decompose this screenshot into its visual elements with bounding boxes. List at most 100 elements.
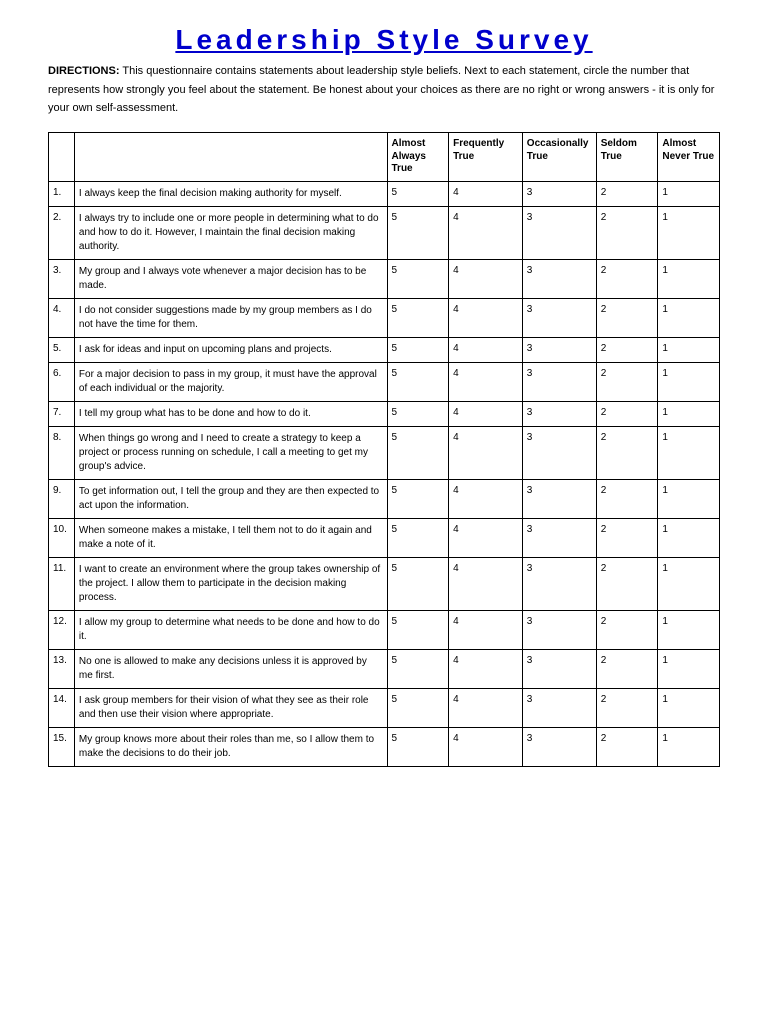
- scale-option[interactable]: 2: [596, 337, 658, 362]
- header-scale-3: Occasionally True: [522, 133, 596, 182]
- question-text: I do not consider suggestions made by my…: [74, 298, 387, 337]
- question-number: 13.: [49, 649, 75, 688]
- question-text: I want to create an environment where th…: [74, 557, 387, 610]
- scale-option[interactable]: 5: [387, 649, 449, 688]
- scale-option[interactable]: 2: [596, 401, 658, 426]
- scale-option[interactable]: 5: [387, 206, 449, 259]
- page-title: Leadership Style Survey: [48, 24, 720, 56]
- scale-option[interactable]: 1: [658, 557, 720, 610]
- scale-option[interactable]: 4: [449, 362, 523, 401]
- scale-option[interactable]: 5: [387, 181, 449, 206]
- scale-option[interactable]: 2: [596, 649, 658, 688]
- header-blank-stmt: [74, 133, 387, 182]
- table-row: 3.My group and I always vote whenever a …: [49, 259, 720, 298]
- page: Leadership Style Survey DIRECTIONS: This…: [0, 0, 768, 807]
- scale-option[interactable]: 2: [596, 727, 658, 766]
- scale-option[interactable]: 2: [596, 298, 658, 337]
- table-row: 5.I ask for ideas and input on upcoming …: [49, 337, 720, 362]
- scale-option[interactable]: 4: [449, 649, 523, 688]
- scale-option[interactable]: 4: [449, 426, 523, 479]
- scale-option[interactable]: 5: [387, 610, 449, 649]
- scale-option[interactable]: 3: [522, 181, 596, 206]
- scale-option[interactable]: 1: [658, 401, 720, 426]
- scale-option[interactable]: 2: [596, 557, 658, 610]
- scale-option[interactable]: 1: [658, 688, 720, 727]
- scale-option[interactable]: 1: [658, 727, 720, 766]
- scale-option[interactable]: 2: [596, 518, 658, 557]
- scale-option[interactable]: 1: [658, 649, 720, 688]
- scale-option[interactable]: 3: [522, 206, 596, 259]
- scale-option[interactable]: 3: [522, 479, 596, 518]
- scale-option[interactable]: 4: [449, 401, 523, 426]
- scale-option[interactable]: 5: [387, 426, 449, 479]
- scale-option[interactable]: 5: [387, 337, 449, 362]
- scale-option[interactable]: 5: [387, 688, 449, 727]
- scale-option[interactable]: 4: [449, 337, 523, 362]
- scale-option[interactable]: 1: [658, 181, 720, 206]
- table-row: 13.No one is allowed to make any decisio…: [49, 649, 720, 688]
- directions-text: This questionnaire contains statements a…: [48, 65, 714, 114]
- header-scale-1: Almost Always True: [387, 133, 449, 182]
- table-header: Almost Always True Frequently True Occas…: [49, 133, 720, 182]
- question-number: 3.: [49, 259, 75, 298]
- scale-option[interactable]: 5: [387, 401, 449, 426]
- scale-option[interactable]: 4: [449, 259, 523, 298]
- scale-option[interactable]: 1: [658, 206, 720, 259]
- scale-option[interactable]: 3: [522, 557, 596, 610]
- scale-option[interactable]: 1: [658, 298, 720, 337]
- scale-option[interactable]: 3: [522, 298, 596, 337]
- scale-option[interactable]: 3: [522, 518, 596, 557]
- table-row: 14.I ask group members for their vision …: [49, 688, 720, 727]
- table-row: 9.To get information out, I tell the gro…: [49, 479, 720, 518]
- scale-option[interactable]: 1: [658, 259, 720, 298]
- scale-option[interactable]: 2: [596, 181, 658, 206]
- scale-option[interactable]: 4: [449, 610, 523, 649]
- question-text: I always keep the final decision making …: [74, 181, 387, 206]
- scale-option[interactable]: 2: [596, 479, 658, 518]
- scale-option[interactable]: 4: [449, 688, 523, 727]
- scale-option[interactable]: 1: [658, 479, 720, 518]
- question-text: I ask group members for their vision of …: [74, 688, 387, 727]
- scale-option[interactable]: 4: [449, 479, 523, 518]
- scale-option[interactable]: 5: [387, 727, 449, 766]
- scale-option[interactable]: 3: [522, 337, 596, 362]
- scale-option[interactable]: 2: [596, 426, 658, 479]
- scale-option[interactable]: 3: [522, 610, 596, 649]
- scale-option[interactable]: 4: [449, 727, 523, 766]
- scale-option[interactable]: 2: [596, 610, 658, 649]
- scale-option[interactable]: 1: [658, 518, 720, 557]
- header-scale-4: Seldom True: [596, 133, 658, 182]
- scale-option[interactable]: 5: [387, 298, 449, 337]
- scale-option[interactable]: 3: [522, 649, 596, 688]
- directions: DIRECTIONS: This questionnaire contains …: [48, 62, 720, 118]
- scale-option[interactable]: 3: [522, 727, 596, 766]
- question-number: 10.: [49, 518, 75, 557]
- header-blank-num: [49, 133, 75, 182]
- scale-option[interactable]: 4: [449, 206, 523, 259]
- scale-option[interactable]: 1: [658, 337, 720, 362]
- scale-option[interactable]: 3: [522, 362, 596, 401]
- scale-option[interactable]: 5: [387, 362, 449, 401]
- table-row: 10.When someone makes a mistake, I tell …: [49, 518, 720, 557]
- scale-option[interactable]: 4: [449, 298, 523, 337]
- scale-option[interactable]: 2: [596, 688, 658, 727]
- scale-option[interactable]: 2: [596, 259, 658, 298]
- table-row: 7.I tell my group what has to be done an…: [49, 401, 720, 426]
- question-text: No one is allowed to make any decisions …: [74, 649, 387, 688]
- scale-option[interactable]: 5: [387, 479, 449, 518]
- scale-option[interactable]: 5: [387, 259, 449, 298]
- scale-option[interactable]: 5: [387, 518, 449, 557]
- scale-option[interactable]: 3: [522, 401, 596, 426]
- scale-option[interactable]: 1: [658, 426, 720, 479]
- scale-option[interactable]: 2: [596, 206, 658, 259]
- scale-option[interactable]: 4: [449, 557, 523, 610]
- scale-option[interactable]: 4: [449, 518, 523, 557]
- scale-option[interactable]: 2: [596, 362, 658, 401]
- scale-option[interactable]: 4: [449, 181, 523, 206]
- scale-option[interactable]: 3: [522, 688, 596, 727]
- scale-option[interactable]: 5: [387, 557, 449, 610]
- scale-option[interactable]: 1: [658, 362, 720, 401]
- scale-option[interactable]: 3: [522, 426, 596, 479]
- scale-option[interactable]: 3: [522, 259, 596, 298]
- scale-option[interactable]: 1: [658, 610, 720, 649]
